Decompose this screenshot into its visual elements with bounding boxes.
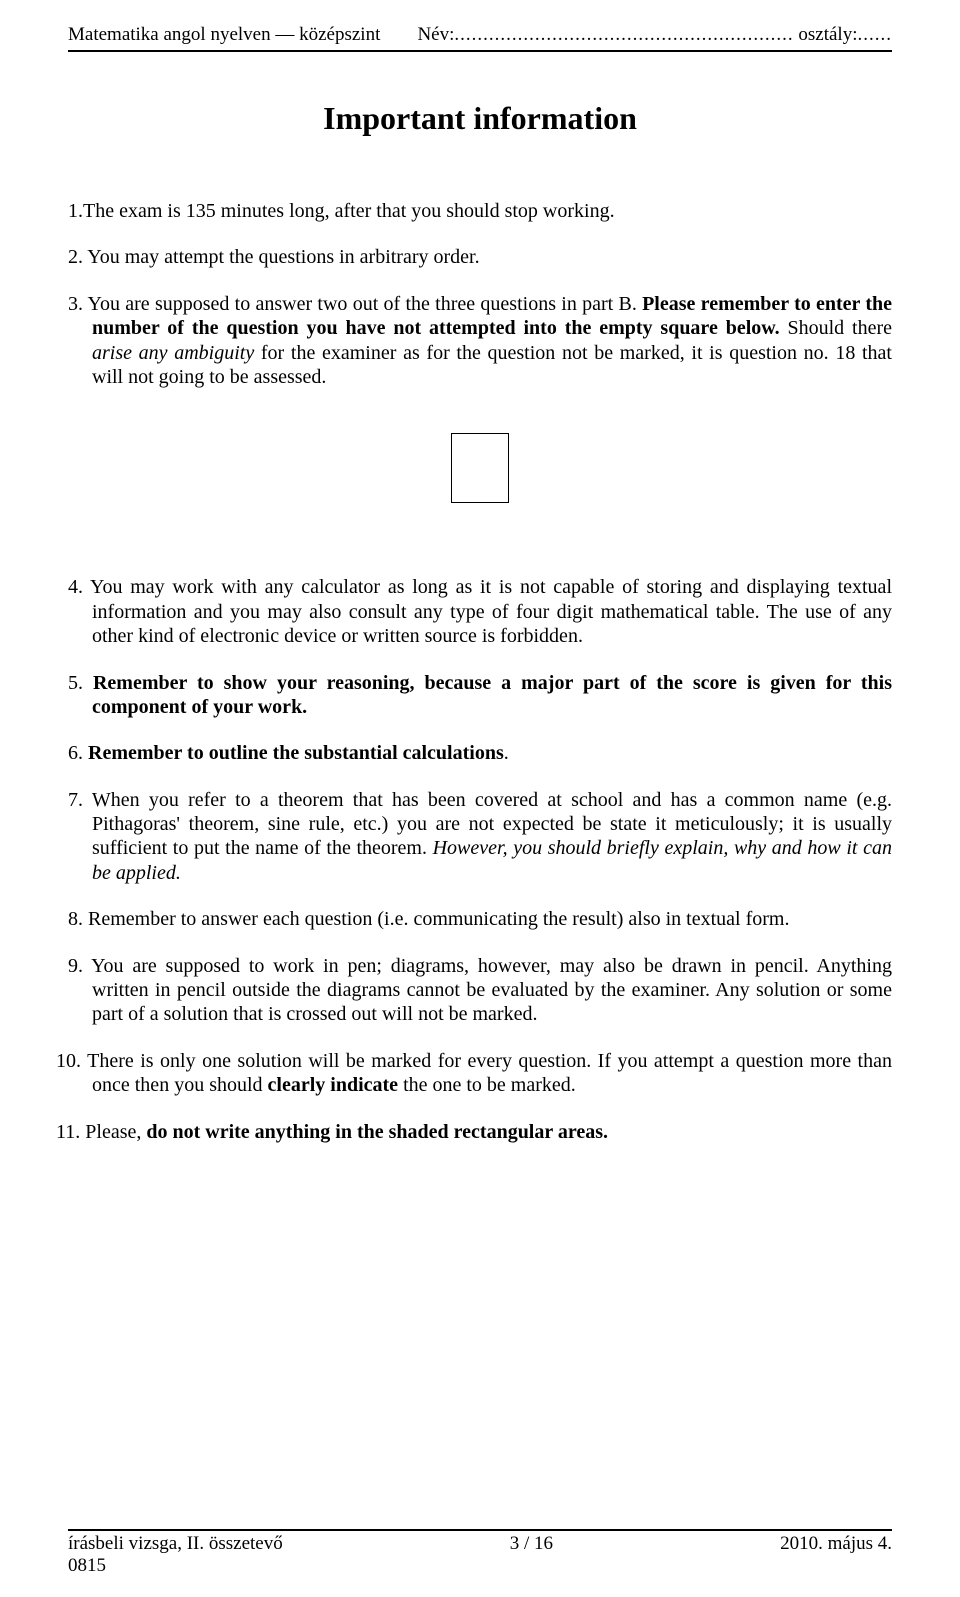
instructions-list: 1.The exam is 135 minutes long, after th… <box>68 199 892 1144</box>
footer-rule <box>68 1529 892 1531</box>
instruction-4: 4. You may work with any calculator as l… <box>68 575 892 648</box>
instruction-6: 6. Remember to outline the substantial c… <box>68 741 892 765</box>
instruction-9: 9. You are supposed to work in pen; diag… <box>68 954 892 1027</box>
instruction-11a: 11. Please, <box>56 1121 146 1143</box>
instruction-6b: Remember to outline the substantial calc… <box>88 742 504 764</box>
header-rule <box>68 50 892 52</box>
instruction-4-text: 4. You may work with any calculator as l… <box>68 576 892 647</box>
instruction-7: 7. When you refer to a theorem that has … <box>68 788 892 886</box>
footer-code: 0815 <box>68 1555 892 1577</box>
instruction-2: 2. You may attempt the questions in arbi… <box>68 245 892 269</box>
footer-date: 2010. május 4. <box>780 1533 892 1555</box>
instruction-10b: clearly indicate <box>268 1074 399 1096</box>
instruction-5a: 5. <box>68 672 93 694</box>
instruction-9-text: 9. You are supposed to work in pen; diag… <box>68 955 892 1026</box>
footer-row: írásbeli vizsga, II. összetevő 3 / 16 20… <box>68 1533 892 1555</box>
instruction-3: 3. You are supposed to answer two out of… <box>68 292 892 390</box>
instruction-1: 1.The exam is 135 minutes long, after th… <box>68 199 892 223</box>
header-subject: Matematika angol nyelven — középszint <box>68 24 380 46</box>
instruction-6c: . <box>504 742 509 764</box>
instruction-10c: the one to be marked. <box>398 1074 576 1096</box>
instruction-10: 10. There is only one solution will be m… <box>68 1049 892 1098</box>
instruction-5: 5. Remember to show your reasoning, beca… <box>68 671 892 720</box>
instruction-2-text: 2. You may attempt the questions in arbi… <box>68 246 480 268</box>
instruction-1-text: 1.The exam is 135 minutes long, after th… <box>68 200 615 222</box>
page-title: Important information <box>68 100 892 137</box>
class-dots: ...... <box>858 24 893 45</box>
header-name-class: Név:....................................… <box>417 24 892 46</box>
footer-page-number: 3 / 16 <box>283 1533 780 1555</box>
instruction-6a: 6. <box>68 742 88 764</box>
name-dots: ........................................… <box>454 24 793 45</box>
instruction-8-text: 8. Remember to answer each question (i.e… <box>68 908 789 930</box>
exam-page: Matematika angol nyelven — középszint Né… <box>0 0 960 1597</box>
instruction-8: 8. Remember to answer each question (i.e… <box>68 907 892 931</box>
footer-exam-type: írásbeli vizsga, II. összetevő <box>68 1533 283 1554</box>
page-footer: írásbeli vizsga, II. összetevő 3 / 16 20… <box>68 1529 892 1577</box>
class-label: osztály: <box>794 24 858 45</box>
footer-left: írásbeli vizsga, II. összetevő <box>68 1533 283 1555</box>
name-label: Név: <box>417 24 454 45</box>
instruction-3c: Should there <box>780 317 892 339</box>
empty-answer-box[interactable] <box>451 433 509 503</box>
instruction-3d: arise any ambiguity <box>92 342 254 364</box>
instruction-3a: 3. You are supposed to answer two out of… <box>68 293 642 315</box>
instruction-11b: do not write anything in the shaded rect… <box>146 1121 608 1143</box>
instruction-11: 11. Please, do not write anything in the… <box>68 1120 892 1144</box>
instruction-5b: Remember to show your reasoning, because… <box>92 672 892 718</box>
page-header: Matematika angol nyelven — középszint Né… <box>68 24 892 46</box>
